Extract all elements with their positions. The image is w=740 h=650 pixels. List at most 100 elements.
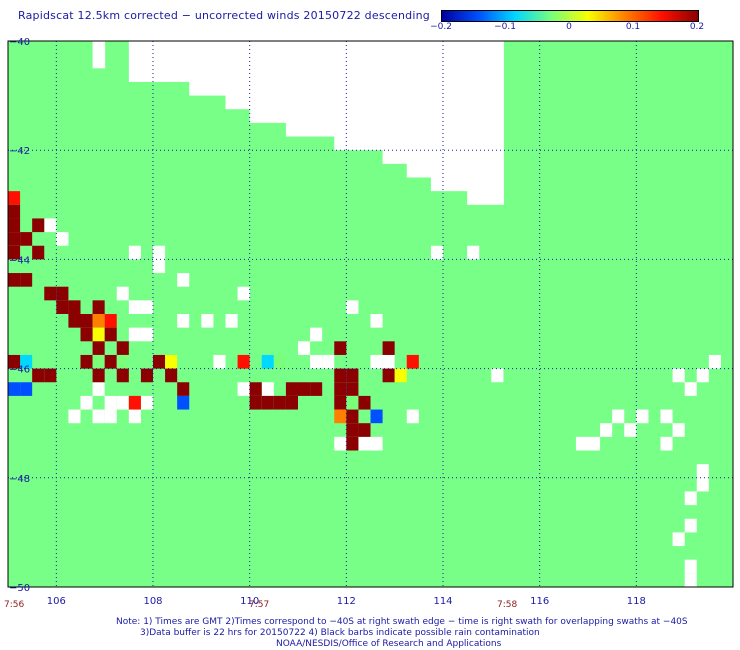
missing-cell-47: [672, 423, 685, 437]
value-cell-60: [358, 395, 371, 410]
value-cell-58: [334, 395, 347, 410]
colorbar-tick-3: 0.1: [625, 22, 641, 32]
swath-gap-3: [140, 41, 154, 82]
colorbar-tick-2: 0: [566, 22, 572, 32]
missing-cell-2: [128, 245, 141, 260]
missing-cell-27: [672, 368, 685, 383]
value-cell-48: [273, 395, 286, 410]
swath-gap-32: [491, 41, 504, 205]
value-cell-28: [80, 354, 93, 369]
value-cell-13: [56, 300, 69, 314]
value-cell-64: [346, 423, 359, 437]
value-cell-69: [382, 341, 395, 355]
missing-cell-23: [213, 354, 226, 369]
swath-gap-20: [346, 41, 359, 151]
y-tick-label-0: −40: [9, 37, 30, 48]
x-tick-label-4: 114: [433, 596, 452, 607]
value-cell-38: [116, 368, 129, 383]
swath-gap-31: [479, 41, 492, 205]
swath-gap-2: [128, 41, 142, 82]
value-cell-24: [20, 354, 33, 369]
missing-cell-34: [104, 395, 117, 410]
swath-gap-29: [455, 41, 468, 192]
missing-cell-60: [684, 559, 697, 574]
swath-gap-12: [249, 41, 263, 123]
missing-cell-63: [201, 587, 214, 601]
missing-cell-21: [310, 354, 323, 369]
missing-cell-9: [116, 286, 129, 301]
missing-cell-10: [128, 300, 141, 314]
chart-title: Rapidscat 12.5km corrected − uncorrected…: [18, 9, 430, 22]
value-cell-70: [406, 354, 419, 369]
value-cell-67: [334, 341, 347, 355]
value-cell-29: [92, 354, 105, 369]
swath-gap-10: [225, 41, 239, 110]
missing-cell-33: [92, 382, 105, 396]
missing-cell-22: [322, 354, 335, 369]
swath-gap-0: [92, 41, 106, 69]
swath-gap-7: [189, 41, 202, 96]
swath-gap-21: [358, 41, 371, 151]
missing-cell-28: [684, 382, 697, 396]
swath-gap-8: [201, 41, 214, 96]
missing-cell-13: [370, 314, 383, 328]
value-cell-31: [116, 354, 129, 369]
missing-cell-17: [128, 327, 141, 342]
value-cell-55: [334, 382, 347, 396]
swath-gap-28: [443, 41, 456, 192]
value-cell-22: [92, 341, 105, 355]
y-tick-label-3: −46: [9, 365, 30, 376]
missing-cell-16: [225, 314, 238, 328]
missing-cell-5: [467, 245, 480, 260]
value-cell-3: [8, 232, 21, 246]
value-cell-23: [116, 341, 129, 355]
swath-gap-24: [394, 41, 408, 164]
swath-gap-17: [310, 41, 323, 137]
colorbar-tick-1: −0.1: [494, 22, 516, 32]
swath-gap-13: [261, 41, 275, 123]
missing-cell-14: [177, 314, 190, 328]
value-cell-20: [80, 327, 93, 342]
swath-gap-14: [273, 41, 287, 123]
missing-cell-24: [370, 354, 383, 369]
missing-cell-18: [140, 327, 153, 342]
missing-cell-46: [660, 409, 673, 424]
colorbar-tick-4: 0.2: [689, 22, 705, 32]
swath-gap-27: [430, 41, 444, 192]
value-cell-14: [68, 314, 81, 328]
value-cell-5: [32, 218, 45, 233]
value-cell-53: [285, 395, 298, 410]
missing-cell-61: [684, 573, 697, 587]
note-line-1: Note: 1) Times are GMT 2)Times correspon…: [116, 617, 688, 627]
value-cell-15: [80, 314, 93, 328]
x-tick-label-3: 112: [337, 596, 356, 607]
value-cell-47: [261, 395, 274, 410]
value-cell-52: [249, 382, 262, 396]
value-cell-44: [177, 395, 190, 410]
time-label-2: 7:58: [497, 600, 518, 610]
swath-gap-26: [418, 41, 432, 178]
value-cell-42: [8, 382, 21, 396]
missing-cell-36: [116, 395, 129, 410]
swath-gap-5: [165, 41, 178, 82]
missing-cell-62: [153, 587, 166, 601]
value-cell-1: [8, 204, 21, 219]
y-tick-label-4: −48: [9, 474, 30, 485]
missing-cell-45: [636, 409, 649, 424]
value-cell-37: [92, 368, 105, 383]
colorbar-tick-0: −0.2: [430, 22, 452, 32]
value-cell-30: [104, 354, 117, 369]
value-cell-16: [92, 300, 105, 314]
y-tick-label-2: −44: [9, 255, 30, 266]
missing-cell-19: [310, 327, 323, 342]
missing-cell-37: [68, 409, 81, 424]
value-cell-40: [165, 368, 178, 383]
colorbar: [441, 10, 699, 22]
value-cell-17: [92, 314, 105, 328]
swath-gap-11: [237, 41, 251, 110]
time-label-0: 7:56: [4, 600, 25, 610]
missing-cell-58: [684, 518, 697, 533]
missing-cell-43: [612, 409, 625, 424]
value-cell-61: [334, 409, 347, 424]
